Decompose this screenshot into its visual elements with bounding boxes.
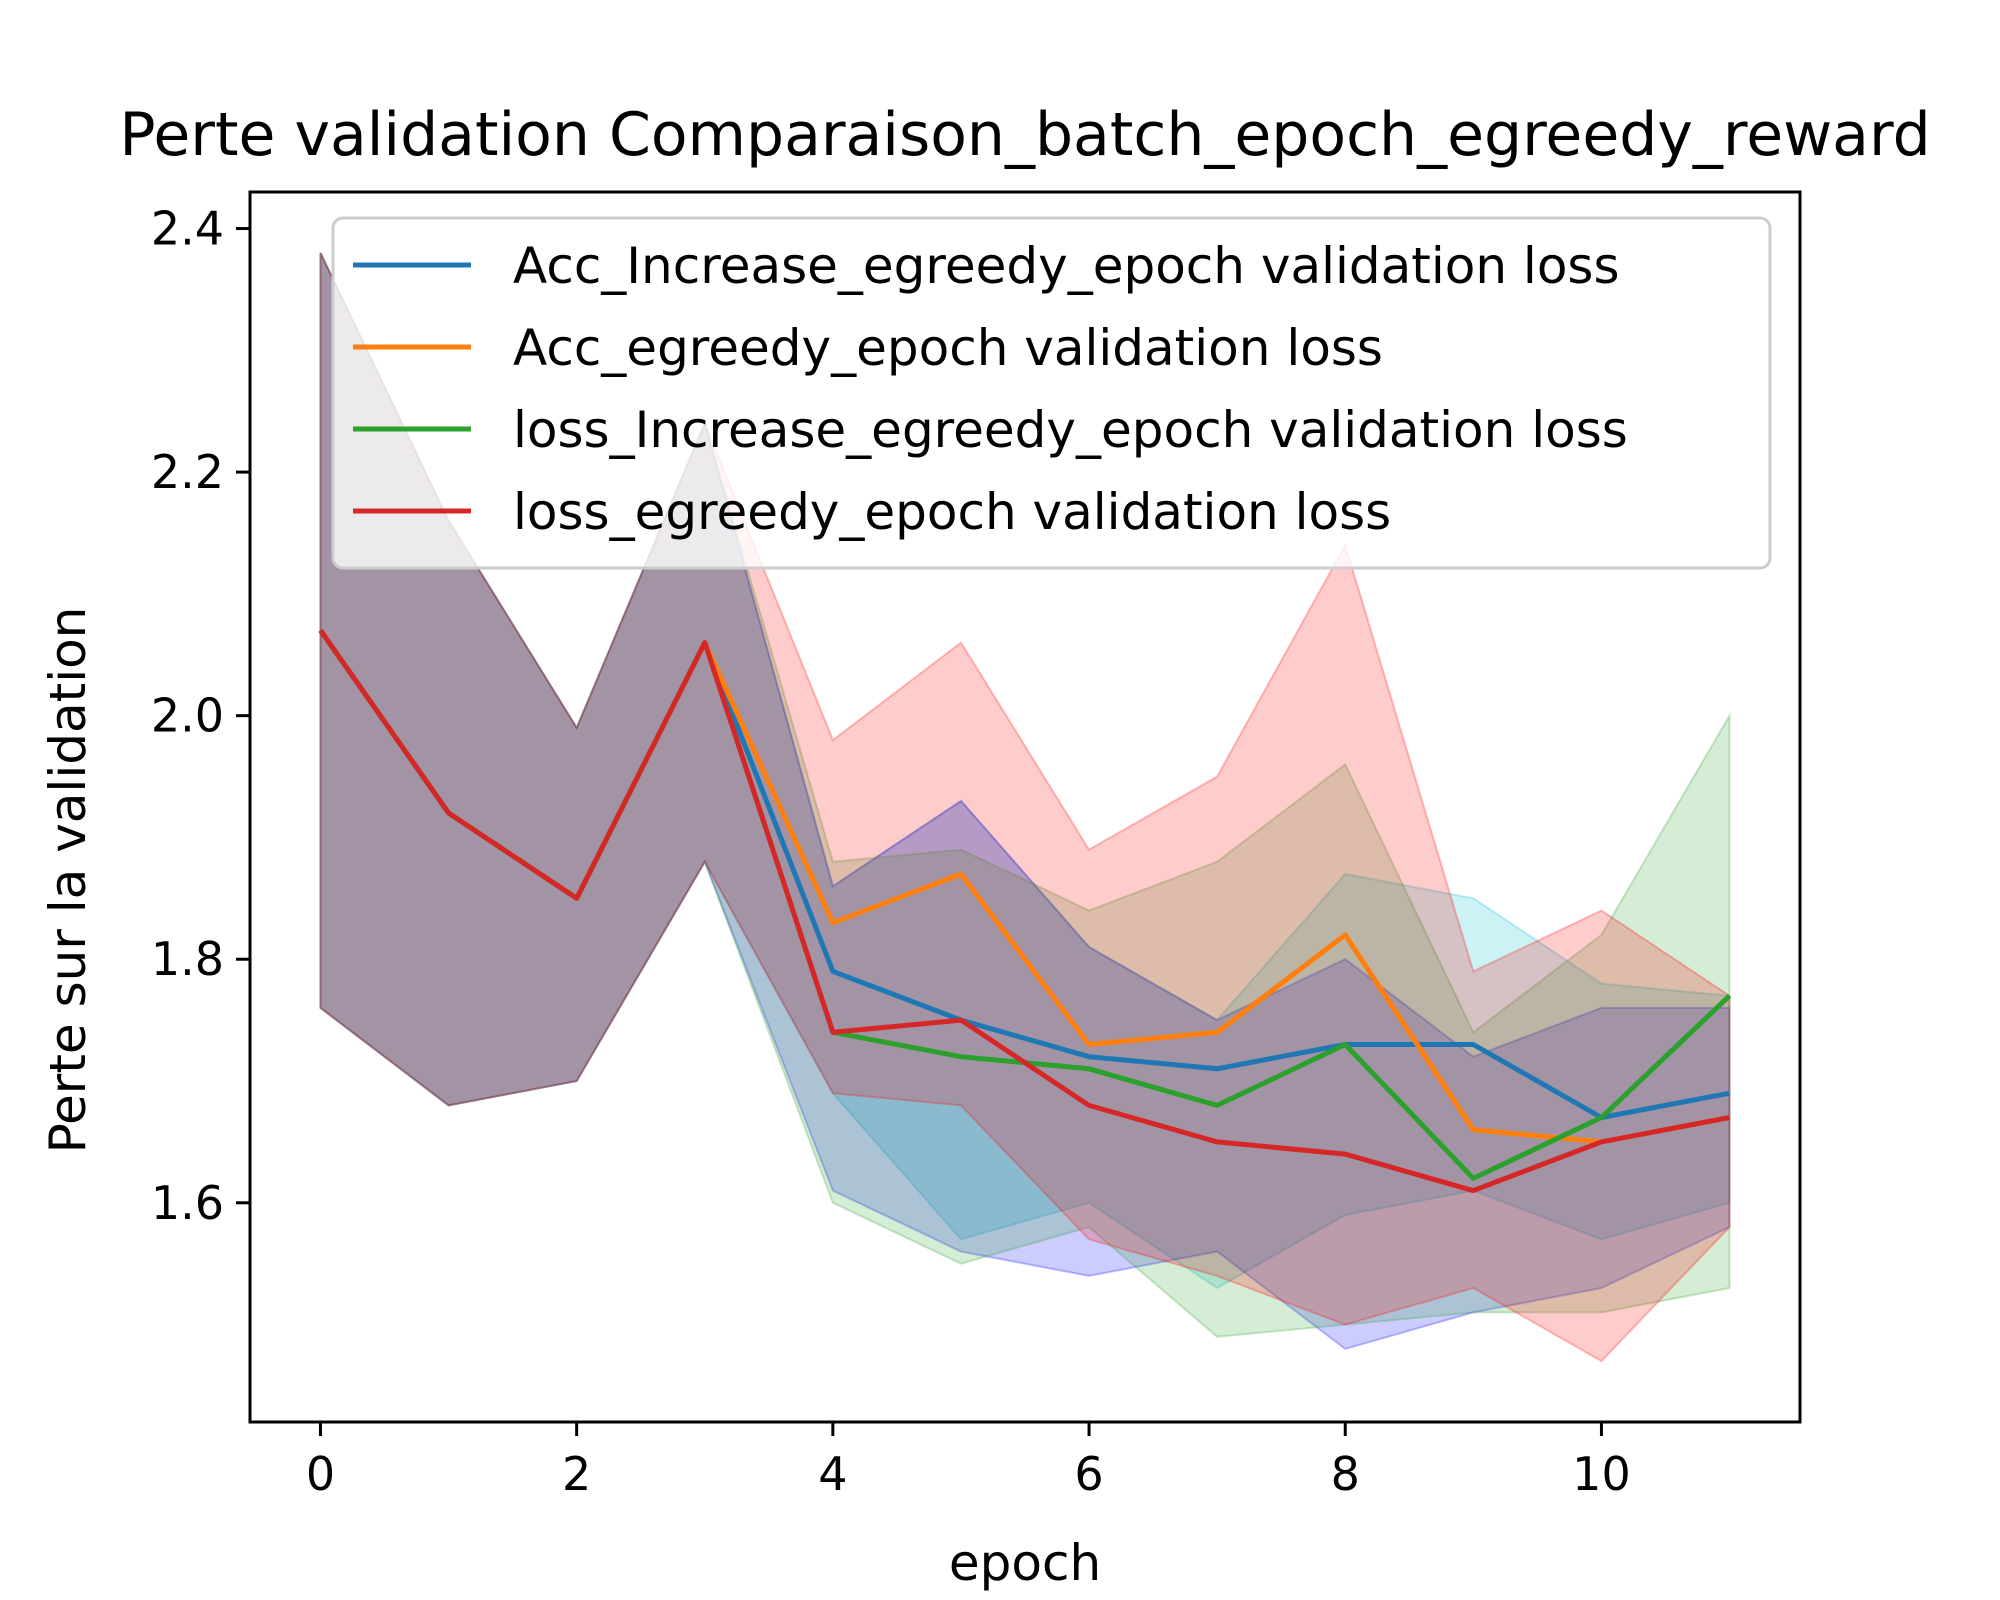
- y-tick-label: 2.0: [151, 689, 224, 743]
- y-axis-label: Perte sur la validation: [39, 607, 97, 1154]
- chart-title: Perte validation Comparaison_batch_epoch…: [119, 100, 1930, 170]
- y-tick-label: 1.8: [151, 932, 224, 986]
- plot-frame: [248, 190, 1802, 1424]
- x-tick-label: 6: [1074, 1447, 1103, 1501]
- legend-box: [331, 216, 1772, 570]
- legend: Acc_Increase_egreedy_epoch validation lo…: [331, 216, 1772, 570]
- x-axis-label: epoch: [949, 1534, 1101, 1592]
- series-lines: [318, 628, 1732, 1194]
- y-tick-label: 2.2: [151, 445, 224, 499]
- legend-label: loss_egreedy_epoch validation loss: [513, 483, 1391, 541]
- legend-label: loss_Increase_egreedy_epoch validation l…: [513, 401, 1628, 459]
- x-tick-label: 8: [1331, 1447, 1360, 1501]
- x-axis-ticks: 0 2 4 6 8 10: [306, 1422, 1631, 1501]
- x-tick-label: 2: [562, 1447, 591, 1501]
- legend-label: Acc_egreedy_epoch validation loss: [513, 319, 1383, 377]
- series-line-4: [318, 628, 1730, 1194]
- x-tick-label: 10: [1572, 1447, 1631, 1501]
- legend-label: Acc_Increase_egreedy_epoch validation lo…: [513, 237, 1620, 295]
- x-tick-label: 4: [818, 1447, 847, 1501]
- x-tick-label: 0: [306, 1447, 335, 1501]
- y-axis-ticks: 1.6 1.8 2.0 2.2 2.4: [151, 202, 250, 1230]
- y-tick-label: 1.6: [151, 1176, 224, 1230]
- y-tick-label: 2.4: [151, 202, 224, 256]
